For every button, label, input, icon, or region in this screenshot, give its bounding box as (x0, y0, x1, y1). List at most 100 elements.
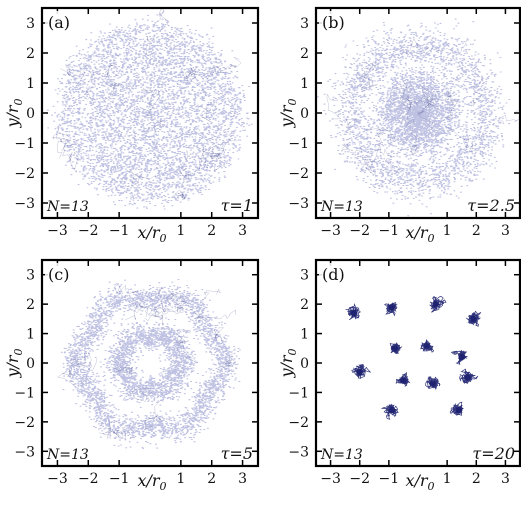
y-tick-label: 0 (26, 356, 35, 372)
particle-count-label: N=13 (46, 447, 89, 463)
density-cloud (316, 18, 511, 217)
y-tick-label: 0 (300, 356, 309, 372)
y-tick-label: −1 (14, 136, 35, 152)
density-cloud (60, 278, 241, 450)
panel-d: −3 −2 −1 0 1 2 3 −3 −2 −1 1 2 3 x/r0 y/r0 (d) N=13 τ=20 (277, 258, 521, 493)
x-tick-label: −2 (349, 223, 370, 239)
x-tick-label: −1 (109, 471, 130, 487)
y-tick-label: 1 (26, 76, 35, 92)
particle-point (423, 342, 430, 349)
tau-label: τ=20 (472, 444, 515, 463)
x-tick-label: 2 (207, 471, 216, 487)
density-cloud (46, 14, 253, 210)
particle-point (356, 368, 363, 376)
particle-point (458, 353, 465, 361)
x-tick-label: 1 (176, 471, 185, 487)
y-tick-label: −2 (14, 415, 35, 431)
particle-trajectory (384, 302, 398, 317)
y-tick-label: 1 (26, 327, 35, 343)
x-tick-label: 3 (238, 471, 247, 487)
particle-point (350, 309, 358, 317)
y-tick-label: 0 (26, 106, 35, 122)
x-tick-label: −3 (47, 223, 68, 239)
y-tick-label: −1 (288, 136, 309, 152)
y-tick-label: 0 (300, 106, 309, 122)
panel-label: (b) (322, 13, 345, 32)
y-tick-label: 2 (300, 297, 309, 313)
tau-label: τ=5 (221, 444, 253, 463)
y-tick-label: −2 (14, 166, 35, 182)
particle-point (429, 380, 436, 387)
x-tick-label: −3 (47, 471, 68, 487)
particle-point (388, 406, 395, 414)
x-axis-label: x/r0 (137, 471, 166, 493)
y-tick-label: −1 (288, 385, 309, 401)
particle-point (388, 303, 395, 311)
x-tick-label: −1 (379, 223, 400, 239)
x-tick-label: −3 (320, 471, 341, 487)
particle-point (470, 315, 477, 323)
y-tick-label: 2 (26, 46, 35, 62)
y-tick-label: −3 (14, 196, 35, 212)
y-axis-label: y/r0 (3, 98, 25, 128)
x-tick-label: −2 (78, 471, 99, 487)
y-tick-label: −3 (288, 196, 309, 212)
trajectory-wisps (57, 284, 237, 440)
trajectory-wisps (53, 8, 242, 200)
y-tick-label: −2 (288, 415, 309, 431)
x-tick-label: 3 (501, 471, 510, 487)
x-axis-label: x/r0 (137, 223, 166, 245)
y-tick-label: 3 (300, 268, 309, 284)
panel-b: −3 −2 −1 0 1 2 3 −3 −2 −1 1 2 3 x/r0 y/r0 (b) N=13 τ=2.5 (277, 6, 521, 245)
y-tick-label: 3 (26, 16, 35, 32)
y-tick-label: 2 (300, 46, 309, 62)
x-tick-label: 1 (176, 223, 185, 239)
particle-count-label: N=13 (320, 447, 363, 463)
data-layer (57, 278, 241, 450)
data-layer (316, 18, 520, 217)
x-tick-label: −2 (349, 471, 370, 487)
y-tick-label: −3 (14, 444, 35, 460)
x-tick-label: −1 (379, 471, 400, 487)
trajectory-wisps (326, 37, 520, 177)
x-tick-label: 1 (443, 471, 452, 487)
y-axis-label: y/r0 (277, 348, 299, 378)
particle-count-label: N=13 (320, 199, 363, 215)
particle-point (464, 374, 471, 381)
x-axis-label: x/r0 (405, 223, 434, 245)
y-tick-label: −2 (288, 166, 309, 182)
y-tick-label: 1 (300, 327, 309, 343)
y-tick-label: 2 (26, 297, 35, 313)
x-tick-label: 3 (238, 223, 247, 239)
particle-point (400, 377, 407, 384)
x-tick-label: 3 (501, 223, 510, 239)
x-tick-label: 2 (472, 223, 481, 239)
y-tick-label: 1 (300, 76, 309, 92)
panel-label: (d) (322, 265, 345, 284)
particle-point (432, 300, 439, 308)
y-axis-label: y/r0 (277, 98, 299, 128)
y-tick-label: −1 (14, 385, 35, 401)
y-tick-label: 3 (300, 16, 309, 32)
panel-label: (c) (48, 265, 69, 284)
x-axis-label: x/r0 (405, 471, 434, 493)
x-tick-label: 2 (207, 223, 216, 239)
x-tick-label: −1 (109, 223, 130, 239)
panel-a: −3 −2 −1 0 1 2 3 −3 −2 −1 1 2 3 x/r0 y/r0 (a) N=13 τ=1 (3, 6, 260, 245)
panel-c: −3 −2 −1 0 1 2 3 −3 −2 −1 1 2 3 x/r0 y/r0 (c) N=13 τ=5 (3, 258, 260, 493)
tau-label: τ=2.5 (467, 196, 515, 215)
x-tick-label: −2 (78, 223, 99, 239)
x-tick-label: 1 (443, 223, 452, 239)
particle-count-label: N=13 (46, 199, 89, 215)
x-tick-label: −3 (320, 223, 341, 239)
data-layer (46, 8, 253, 210)
y-tick-label: 3 (26, 268, 35, 284)
panel-label: (a) (48, 13, 70, 32)
particle-point (391, 345, 398, 352)
data-layer (345, 296, 482, 420)
tau-label: τ=1 (221, 196, 253, 215)
plot-frame (314, 258, 521, 468)
y-axis-label: y/r0 (3, 348, 25, 378)
x-tick-label: 2 (472, 471, 481, 487)
